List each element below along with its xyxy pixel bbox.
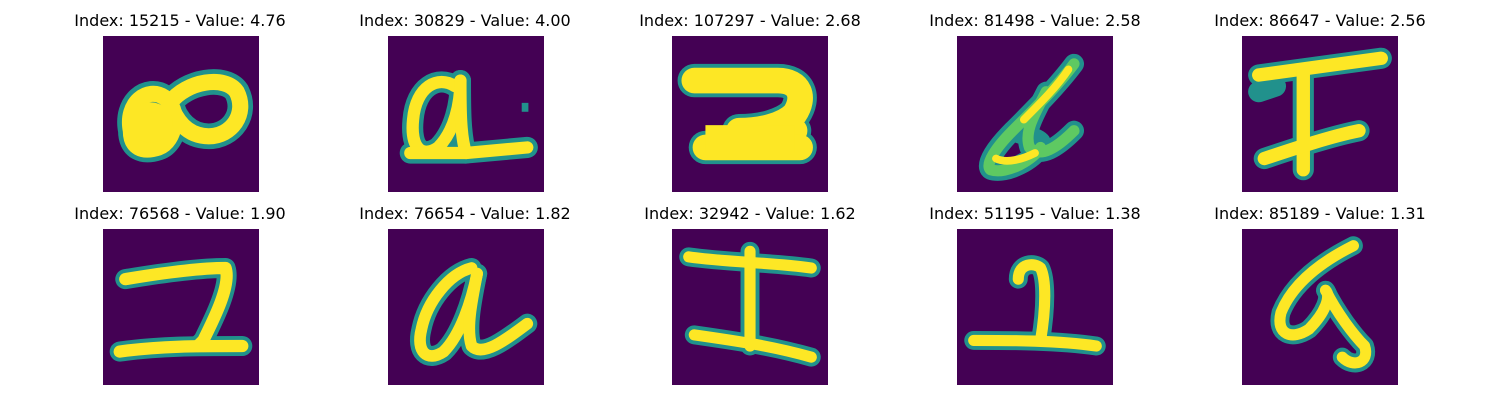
- panel-7: Index: 76654 - Value: 1.82: [315, 193, 615, 386]
- digit-bold-two-image: [672, 36, 828, 192]
- panel-9: Index: 51195 - Value: 1.38: [885, 193, 1185, 386]
- digit-f-like-image: [1242, 36, 1398, 192]
- panel-5: Index: 86647 - Value: 2.56: [1170, 0, 1470, 193]
- digit-image: [388, 36, 544, 192]
- digit-image: [672, 229, 828, 385]
- panel-title: Index: 32942 - Value: 1.62: [644, 204, 856, 223]
- digit-image: [103, 36, 259, 192]
- panel-title: Index: 81498 - Value: 2.58: [929, 11, 1141, 30]
- panel-title: Index: 107297 - Value: 2.68: [639, 11, 861, 30]
- digit-script-a-underline-image: [388, 36, 544, 192]
- digit-six-loop-image: [1242, 229, 1398, 385]
- panel-10: Index: 85189 - Value: 1.31: [1170, 193, 1470, 386]
- panel-8: Index: 32942 - Value: 1.62: [600, 193, 900, 386]
- panel-2: Index: 30829 - Value: 4.00: [315, 0, 615, 193]
- digit-two-image: [103, 229, 259, 385]
- digit-image: [1242, 36, 1398, 192]
- digit-small-two-image: [957, 229, 1113, 385]
- panel-4: Index: 81498 - Value: 2.58: [885, 0, 1185, 193]
- digit-image: [957, 229, 1113, 385]
- digit-script-a-image: [388, 229, 544, 385]
- panel-title: Index: 15215 - Value: 4.76: [74, 11, 286, 30]
- digit-image: [103, 229, 259, 385]
- panel-title: Index: 76568 - Value: 1.90: [74, 204, 286, 223]
- digit-slanted-scribble-image: [957, 36, 1113, 192]
- panel-title: Index: 30829 - Value: 4.00: [359, 11, 571, 30]
- panel-1: Index: 15215 - Value: 4.76: [30, 0, 330, 193]
- digit-i-beam-image: [672, 229, 828, 385]
- digit-image: [1242, 229, 1398, 385]
- panel-title: Index: 51195 - Value: 1.38: [929, 204, 1141, 223]
- digit-image: [672, 36, 828, 192]
- panel-title: Index: 76654 - Value: 1.82: [359, 204, 571, 223]
- digit-eight-infinity-image: [103, 36, 259, 192]
- panel-3: Index: 107297 - Value: 2.68: [600, 0, 900, 193]
- panel-6: Index: 76568 - Value: 1.90: [30, 193, 330, 386]
- panel-title: Index: 86647 - Value: 2.56: [1214, 11, 1426, 30]
- panel-title: Index: 85189 - Value: 1.31: [1214, 204, 1426, 223]
- digit-image: [957, 36, 1113, 192]
- digit-image: [388, 229, 544, 385]
